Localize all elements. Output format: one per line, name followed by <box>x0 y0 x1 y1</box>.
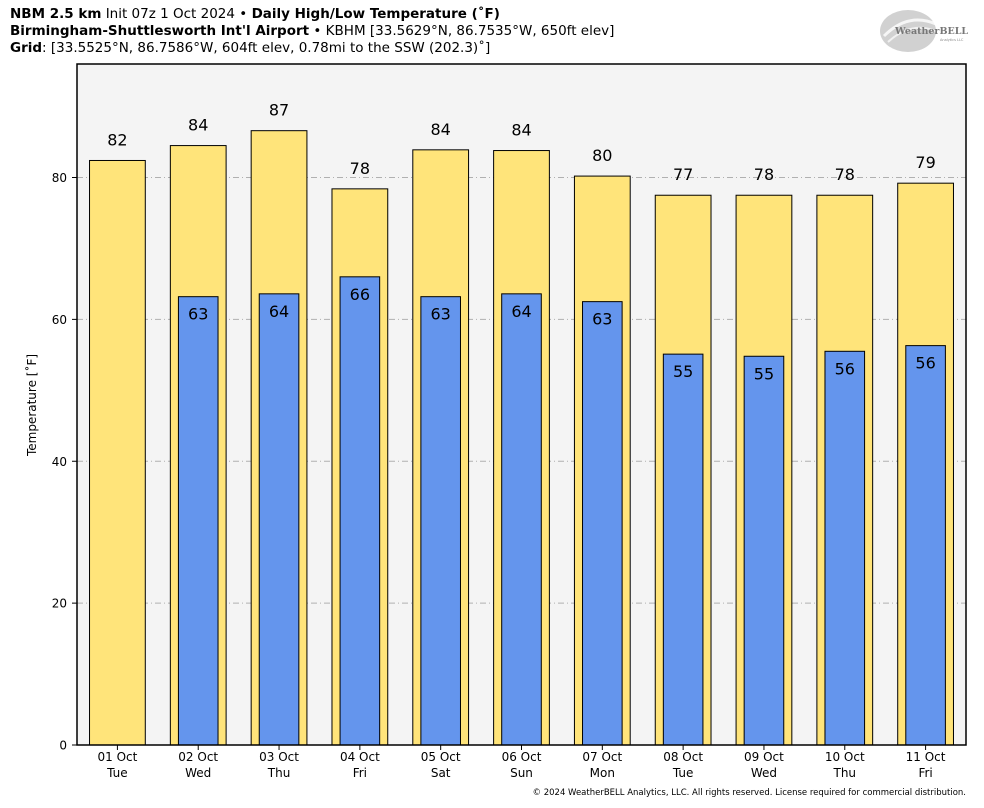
station-info: KBHM [33.5629°N, 86.7535°W, 650ft elev] <box>325 23 615 39</box>
station-line: Birmingham-Shuttlesworth Int'l Airport •… <box>10 23 614 40</box>
low-temp-bar <box>824 350 866 746</box>
high-temp-label: 82 <box>107 130 127 149</box>
low-temp-label: 63 <box>188 305 208 324</box>
x-tick-date: 10 Oct <box>825 750 865 764</box>
x-tick-day: Thu <box>832 766 856 780</box>
low-temp-bar <box>743 355 785 746</box>
bars-group <box>89 130 954 746</box>
chart-title-line: NBM 2.5 km Init 07z 1 Oct 2024 • Daily H… <box>10 6 500 23</box>
y-tick-label: 60 <box>52 313 67 327</box>
low-temp-bar <box>420 296 461 746</box>
x-tick-day: Sun <box>510 766 533 780</box>
low-temp-bar <box>501 293 542 746</box>
x-tick-day: Fri <box>918 766 932 780</box>
low-temp-bar <box>177 296 219 746</box>
high-temp-label: 80 <box>592 146 612 165</box>
low-temp-bar <box>339 276 381 746</box>
copyright-footer: © 2024 WeatherBELL Analytics, LLC. All r… <box>532 788 966 798</box>
x-tick-day: Wed <box>185 766 211 780</box>
product-name: Daily High/Low Temperature (˚F) <box>251 6 500 22</box>
y-tick-label: 20 <box>52 597 67 611</box>
station-bullet: • <box>313 23 322 39</box>
x-tick-day: Wed <box>751 766 777 780</box>
low-temp-label: 66 <box>350 285 370 304</box>
svg-text:WeatherBELL: WeatherBELL <box>894 26 968 37</box>
y-tick-label: 40 <box>52 455 67 469</box>
title-bullet: • <box>239 6 248 22</box>
station-name: Birmingham-Shuttlesworth Int'l Airport <box>10 23 310 39</box>
x-tick-date: 02 Oct <box>178 750 218 764</box>
x-tick-date: 11 Oct <box>906 750 946 764</box>
x-tick-date: 07 Oct <box>582 750 622 764</box>
low-temp-label: 55 <box>673 362 693 381</box>
x-tick-day: Fri <box>353 766 367 780</box>
x-tick-day: Thu <box>267 766 291 780</box>
x-tick-date: 09 Oct <box>744 750 784 764</box>
x-tick-date: 04 Oct <box>340 750 380 764</box>
x-axis: 01 Oct Tue 02 Oct Wed 03 Oct Thu 04 Oct Fri 05 O… <box>97 745 946 780</box>
high-temp-label: 79 <box>915 153 935 172</box>
low-temp-label: 63 <box>431 305 451 324</box>
svg-text:Analytics LLC: Analytics LLC <box>940 38 964 42</box>
low-temp-label: 64 <box>511 302 531 321</box>
low-temp-bar <box>258 293 300 746</box>
grid-info: : [33.5525°N, 86.7586°W, 604ft elev, 0.7… <box>42 40 491 56</box>
grid-line: Grid: [33.5525°N, 86.7586°W, 604ft elev,… <box>10 40 490 57</box>
low-temp-bar <box>905 345 946 746</box>
x-tick-day: Tue <box>106 766 128 780</box>
low-temp-label: 56 <box>835 359 855 378</box>
high-temp-label: 84 <box>188 116 208 135</box>
weatherbell-logo: WeatherBELL Analytics LLC <box>880 10 968 52</box>
y-axis-label: Temperature [˚F] <box>24 354 39 457</box>
y-tick-label: 0 <box>59 739 67 753</box>
low-temp-bar <box>662 353 704 746</box>
model-name: NBM 2.5 km <box>10 6 102 22</box>
high-temp-label: 84 <box>511 121 531 140</box>
x-tick-day: Sat <box>431 766 451 780</box>
low-temp-bar <box>582 301 623 746</box>
high-temp-label: 84 <box>431 120 451 139</box>
low-temp-label: 63 <box>592 310 612 329</box>
x-tick-date: 01 Oct <box>97 750 137 764</box>
x-tick-day: Mon <box>590 766 615 780</box>
low-temp-label: 64 <box>269 302 289 321</box>
high-temp-label: 78 <box>350 159 370 178</box>
low-temp-label: 56 <box>915 354 935 373</box>
grid-label: Grid <box>10 40 43 56</box>
high-temp-label: 78 <box>754 165 774 184</box>
x-tick-date: 05 Oct <box>421 750 461 764</box>
y-tick-label: 80 <box>52 171 67 185</box>
x-tick-date: 03 Oct <box>259 750 299 764</box>
high-temp-label: 87 <box>269 101 289 120</box>
y-axis: 0 20 40 60 80 <box>52 171 77 753</box>
high-temp-label: 78 <box>835 165 855 184</box>
x-tick-date: 06 Oct <box>502 750 542 764</box>
init-time: Init 07z 1 Oct 2024 <box>105 6 235 22</box>
x-tick-day: Tue <box>672 766 694 780</box>
low-temp-label: 55 <box>754 364 774 383</box>
high-temp-label: 77 <box>673 165 693 184</box>
x-tick-date: 08 Oct <box>663 750 703 764</box>
value-labels: 82 84 63 87 64 78 66 84 63 84 64 80 63 77 55 78 55 78 56 79… <box>107 101 936 384</box>
high-temp-bar <box>89 159 146 746</box>
